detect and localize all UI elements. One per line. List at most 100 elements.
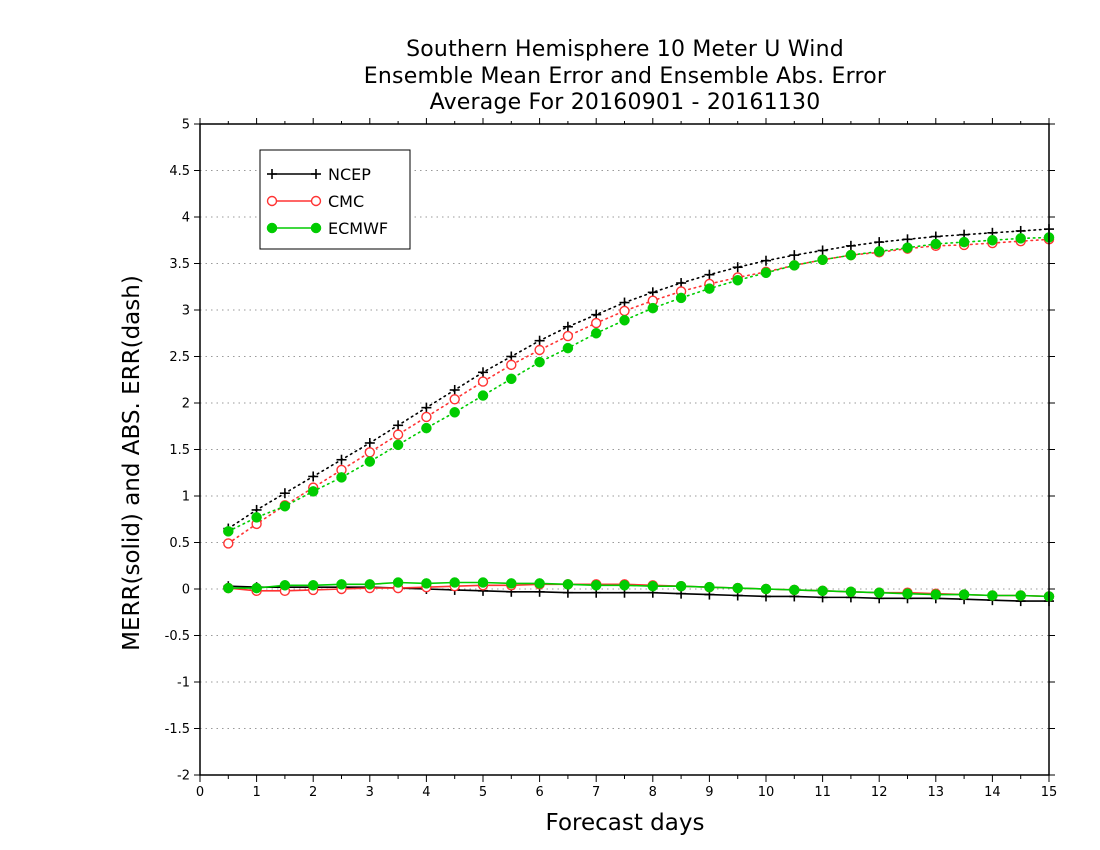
ecmwf-mean-error-point <box>307 580 319 591</box>
ncep-abs-error-point <box>732 262 743 273</box>
y-tick-label: 1.5 <box>169 443 190 458</box>
ecmwf-abs-error-point <box>279 500 291 512</box>
ecmwf-mean-error-point <box>675 580 687 592</box>
y-tick-label: 4 <box>182 211 190 226</box>
cmc-abs-error-point <box>619 305 630 317</box>
ncep-abs-error-point <box>279 488 290 499</box>
ecmwf-abs-error-point <box>647 302 659 314</box>
y-tick-label: 3 <box>182 304 190 319</box>
ecmwf-abs-error-point <box>873 246 885 257</box>
ecmwf-mean-error-point <box>789 584 800 596</box>
cmc-abs-error-point <box>421 411 432 423</box>
legend-marker-cmc <box>310 195 322 207</box>
legend-marker-ecmwf <box>266 222 278 234</box>
ecmwf-mean-error-point <box>279 580 291 591</box>
x-tick-label: 2 <box>309 785 317 800</box>
ecmwf-abs-error-point <box>789 260 800 271</box>
gridlines <box>200 170 1049 729</box>
y-tick-label: -1.5 <box>165 722 190 737</box>
x-tick-label: 3 <box>366 785 374 800</box>
ecmwf-mean-error-point <box>902 588 913 599</box>
legend-marker-ecmwf <box>310 222 322 234</box>
ecmwf-mean-error-point <box>534 578 545 589</box>
legend-label-cmc: CMC <box>328 192 364 211</box>
y-tick-label: 4.5 <box>169 164 190 179</box>
ncep-abs-error-point <box>308 471 319 482</box>
ecmwf-abs-error-point <box>562 342 574 354</box>
cmc-abs-error-point <box>562 330 574 342</box>
ecmwf-mean-error-point <box>562 579 574 590</box>
ecmwf-mean-error-point <box>732 582 743 594</box>
ncep-abs-error-point <box>336 454 347 465</box>
x-tick-label: 11 <box>814 785 831 800</box>
legend-box <box>259 149 411 250</box>
legend-item-ncep: NCEP <box>267 165 371 184</box>
ecmwf-abs-error-point <box>704 283 715 294</box>
ncep-abs-error-line <box>227 228 1050 530</box>
y-tick-label: -2 <box>177 769 190 784</box>
y-tick-label: 2 <box>182 397 190 412</box>
ncep-abs-error-point <box>562 321 573 332</box>
chart-title-line-1: Southern Hemisphere 10 Meter U Wind <box>406 37 844 62</box>
ecmwf-abs-error-point <box>223 526 234 537</box>
y-tick-label: -0.5 <box>165 629 190 644</box>
legend-marker-ncep <box>311 169 321 179</box>
x-axis-label: Forecast days <box>545 810 705 836</box>
ecmwf-mean-error-point <box>1015 590 1026 601</box>
ecmwf-abs-error-point <box>477 390 489 401</box>
ecmwf-mean-error-point <box>449 577 460 588</box>
ncep-abs-error-point <box>421 402 432 413</box>
ecmwf-mean-error-point <box>336 579 347 590</box>
ecmwf-mean-error-point <box>590 580 602 591</box>
ecmwf-mean-error-point <box>364 579 376 590</box>
ecmwf-abs-error-point <box>364 456 376 467</box>
ecmwf-abs-error-point <box>619 314 630 326</box>
ecmwf-abs-error-point <box>1015 233 1026 244</box>
ncep-abs-error-point <box>449 384 460 395</box>
ncep-abs-error-point <box>761 255 771 266</box>
series-layer <box>223 224 1055 607</box>
ecmwf-abs-error-point <box>534 356 545 368</box>
ncep-abs-error-point <box>817 245 828 256</box>
ecmwf-abs-error-point <box>449 407 460 418</box>
ecmwf-abs-error-point <box>251 512 262 523</box>
ecmwf-mean-error-point <box>619 580 630 591</box>
cmc-abs-error-point <box>591 317 602 329</box>
x-tick-label: 7 <box>592 785 600 800</box>
y-tick-label: 0 <box>182 583 190 598</box>
ecmwf-mean-error-point <box>987 590 998 601</box>
legend-item-ecmwf: ECMWF <box>266 219 388 238</box>
y-tick-label: 5 <box>182 118 190 133</box>
ecmwf-mean-error-point <box>392 577 404 588</box>
x-tick-label: 4 <box>422 785 430 800</box>
ecmwf-abs-error-line <box>227 236 1050 533</box>
ncep-abs-error-point <box>478 367 488 378</box>
x-tick-label: 10 <box>758 785 775 800</box>
ecmwf-mean-error-point <box>760 583 772 595</box>
ecmwf-mean-error-point <box>223 582 234 594</box>
ncep-abs-error-point <box>364 437 375 448</box>
x-tick-label: 15 <box>1041 785 1058 800</box>
ecmwf-mean-error-point <box>845 586 857 598</box>
ncep-abs-error-point <box>874 237 885 248</box>
x-tick-label: 0 <box>196 785 204 800</box>
ecmwf-mean-error-point <box>647 580 659 592</box>
ncep-abs-error-point <box>845 240 856 251</box>
ecmwf-abs-error-point <box>817 254 828 266</box>
y-axis-label: MERR(solid) and ABS. ERR(dash) <box>119 275 145 651</box>
y-tick-label: 0.5 <box>169 536 190 551</box>
cmc-abs-error-point <box>477 376 489 387</box>
ecmwf-abs-error-point <box>421 422 432 434</box>
cmc-abs-error-point <box>223 538 234 549</box>
x-tick-label: 5 <box>479 785 487 800</box>
y-tick-label: 2.5 <box>169 350 190 365</box>
axis-ticks: -2-1.5-1-0.500.511.522.533.544.550 1 2 3 4 5 6… <box>165 118 1058 801</box>
x-tick-label: 9 <box>705 785 713 800</box>
ecmwf-mean-error-point <box>421 578 432 589</box>
x-tick-label: 13 <box>928 785 945 800</box>
cmc-abs-error-point <box>392 429 404 440</box>
x-tick-label: 1 <box>252 785 260 800</box>
chart-title-line-3: Average For 20160901 - 20161130 <box>429 90 821 115</box>
ecmwf-abs-error-point <box>590 328 602 339</box>
